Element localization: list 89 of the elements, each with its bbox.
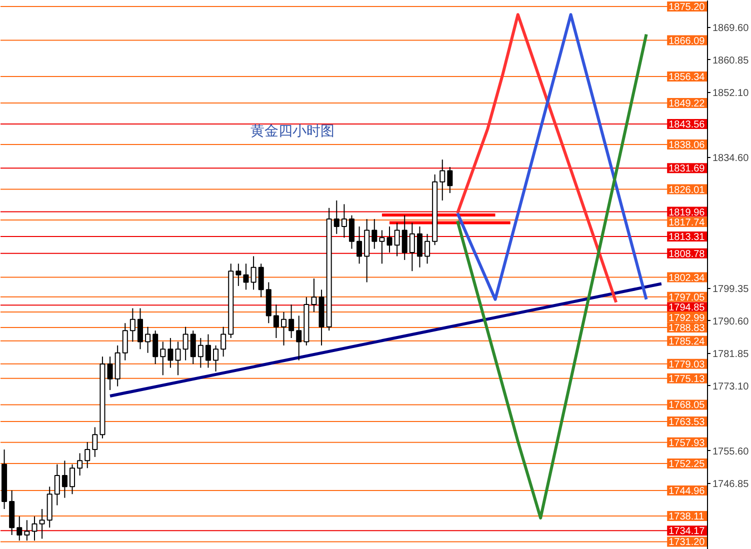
- ref-line-label: 1826.01: [668, 184, 706, 196]
- candlestick: [130, 308, 136, 342]
- y-tick-label: 1773.10: [712, 381, 750, 392]
- candlestick: [273, 304, 279, 339]
- ref-line-label: 1752.25: [668, 458, 706, 470]
- ref-line-label: 1831.69: [668, 164, 706, 175]
- candlestick: [92, 426, 98, 458]
- candlestick: [69, 464, 76, 495]
- candlestick: [205, 334, 211, 368]
- candlestick: [145, 326, 151, 354]
- candlestick: [341, 204, 347, 238]
- y-tick-label: 1852.10: [712, 88, 750, 99]
- y-tick-label: 1799.35: [712, 284, 750, 295]
- candlestick: [243, 263, 249, 290]
- y-tick-label: 1834.60: [712, 152, 750, 164]
- candlestick: [198, 338, 204, 368]
- candlestick: [39, 508, 45, 540]
- candlestick: [334, 200, 340, 234]
- candlestick: [220, 326, 226, 358]
- text: 黄金四小时图: [250, 122, 334, 138]
- line-series: [456, 13, 618, 304]
- ref-line-label: 1838.06: [668, 140, 706, 151]
- ref-line-label: 1856.34: [668, 72, 706, 84]
- candlestick: [402, 214, 408, 260]
- ref-line-label: 1744.96: [668, 486, 706, 498]
- candlestick: [311, 278, 317, 312]
- ref-line-label: 1808.78: [668, 248, 706, 260]
- candlestick: [77, 452, 83, 476]
- candlestick: [386, 226, 392, 254]
- candlestick: [296, 315, 302, 361]
- ref-line-label: 1843.56: [668, 120, 706, 131]
- y-tick-label: 1860.85: [712, 55, 750, 66]
- candlestick: [152, 330, 158, 365]
- ref-line-label: 1817.74: [668, 217, 706, 228]
- ref-line-label: 1797.05: [668, 292, 706, 304]
- y-tick-label: 1790.60: [712, 316, 750, 328]
- ref-line-label: 1875.20: [668, 2, 706, 13]
- candlestick: [379, 230, 385, 264]
- candlestick: [62, 460, 68, 498]
- ref-line-label: 1731.20: [668, 537, 706, 548]
- candlestick: [440, 159, 446, 201]
- ref-line-label: 1785.24: [668, 336, 706, 348]
- ref-line-label: 1779.03: [668, 359, 706, 370]
- candlestick: [137, 308, 144, 350]
- y-tick-label: 1755.60: [712, 446, 750, 458]
- candlestick: [160, 341, 166, 376]
- candlestick: [213, 344, 219, 372]
- ref-line-label: 1849.22: [668, 98, 706, 110]
- candlestick: [236, 263, 242, 286]
- candlestick: [54, 464, 60, 506]
- candlestick: [16, 516, 22, 542]
- candlestick: [107, 356, 113, 391]
- ref-line-label: 1802.34: [668, 272, 706, 284]
- candlestick: [168, 338, 174, 368]
- candlestick: [250, 256, 256, 290]
- candlestick: [122, 322, 128, 361]
- candlestick: [447, 166, 453, 194]
- candlestick: [288, 304, 294, 339]
- ref-line-label: 1788.83: [668, 323, 706, 334]
- candlestick: [32, 516, 38, 542]
- candlestick: [84, 442, 90, 469]
- candlestick: [416, 226, 422, 268]
- y-tick-label: 1869.60: [712, 22, 750, 34]
- ref-line-label: 1738.11: [668, 512, 704, 523]
- ref-line-label: 1813.31: [668, 232, 706, 243]
- ref-line-label: 1819.96: [668, 207, 706, 218]
- ref-line-label: 1763.53: [668, 417, 706, 428]
- y-tick-label: 1746.85: [712, 479, 750, 490]
- ref-line-label: 1734.17: [668, 526, 706, 538]
- y-tick-label: 1781.85: [712, 348, 750, 360]
- ref-line-label: 1794.85: [668, 302, 706, 314]
- candlestick: [394, 222, 400, 257]
- ref-line-label: 1792.99: [668, 312, 706, 324]
- candlestick: [24, 520, 30, 542]
- candlestick: [190, 330, 196, 365]
- candlestick: [356, 226, 362, 264]
- candlestick: [258, 263, 264, 298]
- ref-line-label: 1775.13: [668, 374, 706, 385]
- ref-line-label: 1768.05: [668, 400, 706, 412]
- candlestick: [424, 233, 430, 264]
- candlestick: [280, 311, 287, 346]
- line-series: [456, 32, 648, 520]
- candlestick: [409, 222, 415, 272]
- candlestick: [182, 326, 188, 361]
- ref-line-label: 1866.09: [668, 36, 706, 47]
- candlestick: [348, 214, 354, 250]
- candlestick: [372, 218, 378, 250]
- ref-line-label: 1757.93: [668, 438, 706, 449]
- candlestick: [175, 341, 181, 376]
